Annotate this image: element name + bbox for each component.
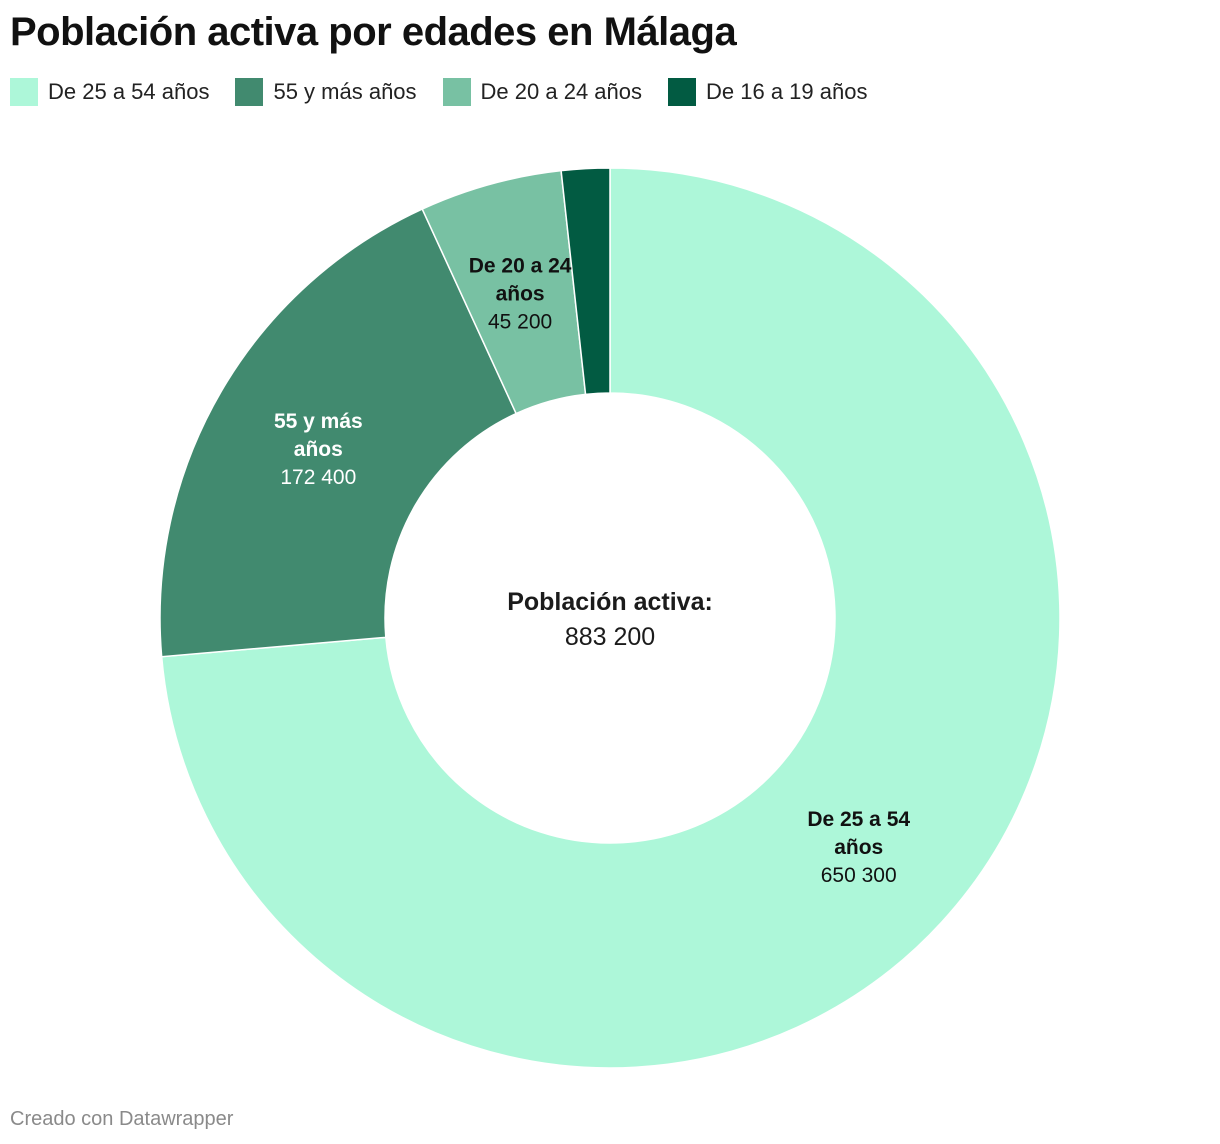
slice-label-value: 45 200 (488, 311, 552, 334)
slice-label-name: años (496, 283, 545, 306)
legend-item: De 20 a 24 años (442, 78, 643, 106)
legend-swatch (668, 78, 697, 106)
legend-swatch (442, 78, 471, 106)
center-label: Población activa: (507, 588, 713, 616)
legend-item: De 16 a 19 años (668, 78, 867, 106)
legend-swatch (10, 78, 38, 106)
legend-label: 55 y más años (273, 79, 417, 104)
slice-label: De 20 a 24 años 45 200 (469, 255, 572, 334)
legend-swatch (235, 78, 264, 106)
donut-slices (159, 167, 1061, 1069)
donut-slice (560, 167, 611, 396)
legend-item: De 25 a 54 años (10, 78, 209, 106)
slice-label-name: De 20 a 24 (469, 255, 572, 278)
slice-label-value: 172 400 (280, 466, 356, 489)
legend: De 25 a 54 años 55 y más años De 20 a 24… (10, 78, 893, 106)
slice-labels: De 25 a 54 años 650 300 55 y más años 172 400… (274, 255, 910, 887)
footer-credit: Creado con Datawrapper (10, 1108, 234, 1130)
legend-item: 55 y más años (235, 78, 417, 106)
center-value: 883 200 (565, 623, 655, 651)
slice-label-name: 55 y más (274, 410, 363, 433)
slice-label-name: años (294, 438, 343, 461)
slice-label: De 25 a 54 años 650 300 (807, 808, 910, 887)
donut-slice (160, 167, 1061, 1069)
slice-label-name: De 25 a 54 (807, 808, 910, 831)
slice-label-name: años (834, 836, 883, 859)
slice-label: 55 y más años 172 400 (274, 410, 363, 489)
chart-title: Población activa por edades en Málaga (10, 10, 737, 54)
donut-slice (159, 208, 518, 658)
legend-label: De 25 a 54 años (48, 79, 210, 104)
legend-label: De 16 a 19 años (706, 79, 868, 104)
legend-label: De 20 a 24 años (480, 79, 643, 104)
slice-label-value: 650 300 (821, 864, 897, 887)
